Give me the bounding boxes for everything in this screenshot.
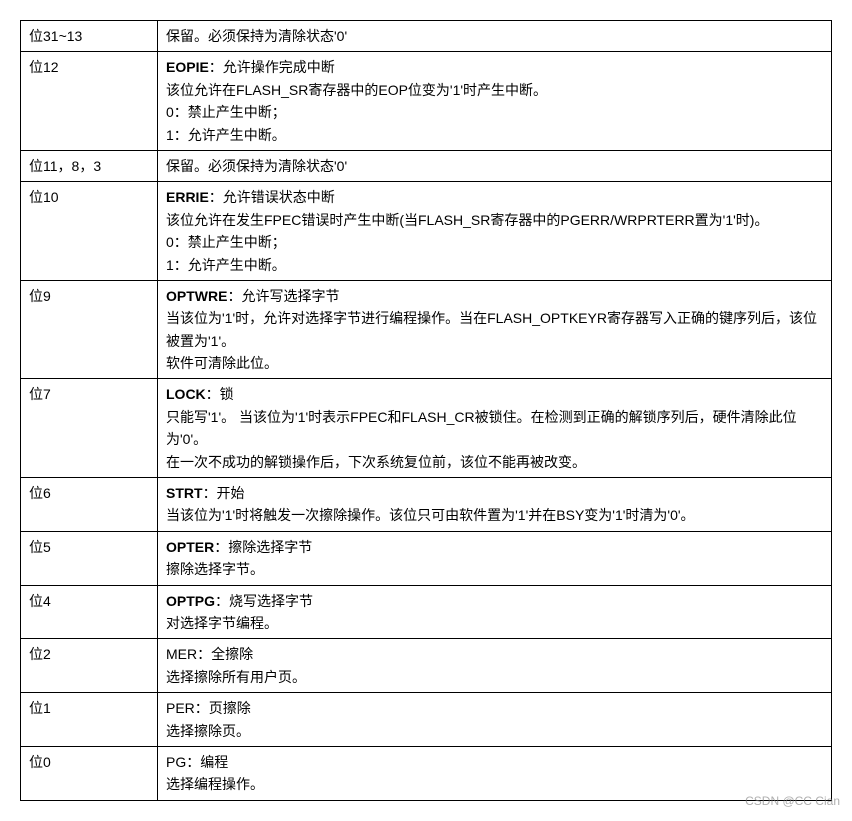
- table-row: 位11，8，3 保留。必须保持为清除状态'0': [21, 150, 832, 181]
- description-line: PER：页擦除: [166, 697, 823, 719]
- description-line: 当该位为'1'时将触发一次擦除操作。该位只可由软件置为'1'并在BSY变为'1'…: [166, 504, 823, 526]
- bit-cell: 位7: [21, 379, 158, 478]
- description-line: OPTWRE：允许写选择字节: [166, 285, 823, 307]
- description-line: 对选择字节编程。: [166, 612, 823, 634]
- description-cell: EOPIE：允许操作完成中断该位允许在FLASH_SR寄存器中的EOP位变为'1…: [158, 52, 832, 151]
- field-rest: ：锁: [206, 386, 234, 402]
- bit-cell: 位10: [21, 182, 158, 281]
- bit-cell: 位31~13: [21, 21, 158, 52]
- description-line: 该位允许在发生FPEC错误时产生中断(当FLASH_SR寄存器中的PGERR/W…: [166, 209, 823, 231]
- bit-cell: 位12: [21, 52, 158, 151]
- field-name: OPTPG: [166, 593, 215, 609]
- field-rest: ：烧写选择字节: [215, 593, 313, 609]
- description-line: 当该位为'1'时，允许对选择字节进行编程操作。当在FLASH_OPTKEYR寄存…: [166, 307, 823, 352]
- table-row: 位9OPTWRE：允许写选择字节当该位为'1'时，允许对选择字节进行编程操作。当…: [21, 280, 832, 379]
- field-rest: ：允许写选择字节: [227, 288, 339, 304]
- description-line: STRT：开始: [166, 482, 823, 504]
- bit-cell: 位11，8，3: [21, 150, 158, 181]
- description-line: 选择擦除所有用户页。: [166, 666, 823, 688]
- bit-cell: 位4: [21, 585, 158, 639]
- table-row: 位1PER：页擦除选择擦除页。: [21, 693, 832, 747]
- description-line: 1：允许产生中断。: [166, 254, 823, 276]
- description-line: 0：禁止产生中断；: [166, 231, 823, 253]
- description-cell: ERRIE：允许错误状态中断该位允许在发生FPEC错误时产生中断(当FLASH_…: [158, 182, 832, 281]
- description-line: 1：允许产生中断。: [166, 124, 823, 146]
- description-cell: OPTER：擦除选择字节擦除选择字节。: [158, 531, 832, 585]
- bit-cell: 位5: [21, 531, 158, 585]
- description-cell: PER：页擦除选择擦除页。: [158, 693, 832, 747]
- table-row: 位7LOCK：锁只能写'1'。 当该位为'1'时表示FPEC和FLASH_CR被…: [21, 379, 832, 478]
- bit-cell: 位6: [21, 478, 158, 532]
- table-row: 位10ERRIE：允许错误状态中断该位允许在发生FPEC错误时产生中断(当FLA…: [21, 182, 832, 281]
- watermark-text: CSDN @CC Cian: [745, 794, 840, 808]
- description-line: 只能写'1'。 当该位为'1'时表示FPEC和FLASH_CR被锁住。在检测到正…: [166, 406, 823, 451]
- field-name: ERRIE: [166, 189, 209, 205]
- description-line: 该位允许在FLASH_SR寄存器中的EOP位变为'1'时产生中断。: [166, 79, 823, 101]
- description-line: PG：编程: [166, 751, 823, 773]
- description-line: ERRIE：允许错误状态中断: [166, 186, 823, 208]
- description-line: OPTER：擦除选择字节: [166, 536, 823, 558]
- description-line: EOPIE：允许操作完成中断: [166, 56, 823, 78]
- description-cell: MER：全擦除选择擦除所有用户页。: [158, 639, 832, 693]
- description-line: 保留。必须保持为清除状态'0': [166, 155, 823, 177]
- description-line: 保留。必须保持为清除状态'0': [166, 25, 823, 47]
- register-bit-table: 位31~13保留。必须保持为清除状态'0'位12EOPIE：允许操作完成中断该位…: [20, 20, 832, 801]
- description-line: MER：全擦除: [166, 643, 823, 665]
- bit-cell: 位1: [21, 693, 158, 747]
- table-row: 位5OPTER：擦除选择字节擦除选择字节。: [21, 531, 832, 585]
- table-row: 位12EOPIE：允许操作完成中断该位允许在FLASH_SR寄存器中的EOP位变…: [21, 52, 832, 151]
- description-line: OPTPG：烧写选择字节: [166, 590, 823, 612]
- description-line: LOCK：锁: [166, 383, 823, 405]
- field-rest: ：开始: [203, 485, 245, 501]
- field-rest: ：允许操作完成中断: [209, 59, 335, 75]
- description-cell: OPTWRE：允许写选择字节当该位为'1'时，允许对选择字节进行编程操作。当在F…: [158, 280, 832, 379]
- table-row: 位2MER：全擦除选择擦除所有用户页。: [21, 639, 832, 693]
- table-row: 位0PG：编程选择编程操作。: [21, 746, 832, 800]
- field-name: OPTWRE: [166, 288, 227, 304]
- description-cell: LOCK：锁只能写'1'。 当该位为'1'时表示FPEC和FLASH_CR被锁住…: [158, 379, 832, 478]
- field-name: STRT: [166, 485, 203, 501]
- field-name: LOCK: [166, 386, 206, 402]
- table-row: 位4OPTPG：烧写选择字节对选择字节编程。: [21, 585, 832, 639]
- description-line: 0：禁止产生中断；: [166, 101, 823, 123]
- field-rest: ：擦除选择字节: [214, 539, 312, 555]
- description-cell: STRT：开始当该位为'1'时将触发一次擦除操作。该位只可由软件置为'1'并在B…: [158, 478, 832, 532]
- table-row: 位31~13 保留。必须保持为清除状态'0': [21, 21, 832, 52]
- field-name: OPTER: [166, 539, 214, 555]
- bit-cell: 位9: [21, 280, 158, 379]
- description-line: 擦除选择字节。: [166, 558, 823, 580]
- description-cell: 保留。必须保持为清除状态'0': [158, 150, 832, 181]
- bit-cell: 位2: [21, 639, 158, 693]
- description-line: 在一次不成功的解锁操作后，下次系统复位前，该位不能再被改变。: [166, 451, 823, 473]
- table-row: 位6STRT：开始当该位为'1'时将触发一次擦除操作。该位只可由软件置为'1'并…: [21, 478, 832, 532]
- description-cell: PG：编程选择编程操作。: [158, 746, 832, 800]
- description-cell: OPTPG：烧写选择字节对选择字节编程。: [158, 585, 832, 639]
- bit-cell: 位0: [21, 746, 158, 800]
- field-rest: ：允许错误状态中断: [209, 189, 335, 205]
- description-line: 选择擦除页。: [166, 720, 823, 742]
- description-cell: 保留。必须保持为清除状态'0': [158, 21, 832, 52]
- description-line: 软件可清除此位。: [166, 352, 823, 374]
- description-line: 选择编程操作。: [166, 773, 823, 795]
- field-name: EOPIE: [166, 59, 209, 75]
